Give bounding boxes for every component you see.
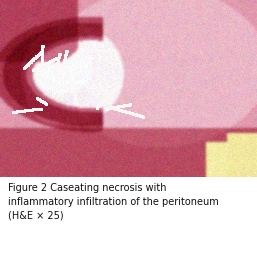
Text: Figure 2 Caseating necrosis with
inflammatory infiltration of the peritoneum
(H&: Figure 2 Caseating necrosis with inflamm…	[8, 182, 218, 219]
